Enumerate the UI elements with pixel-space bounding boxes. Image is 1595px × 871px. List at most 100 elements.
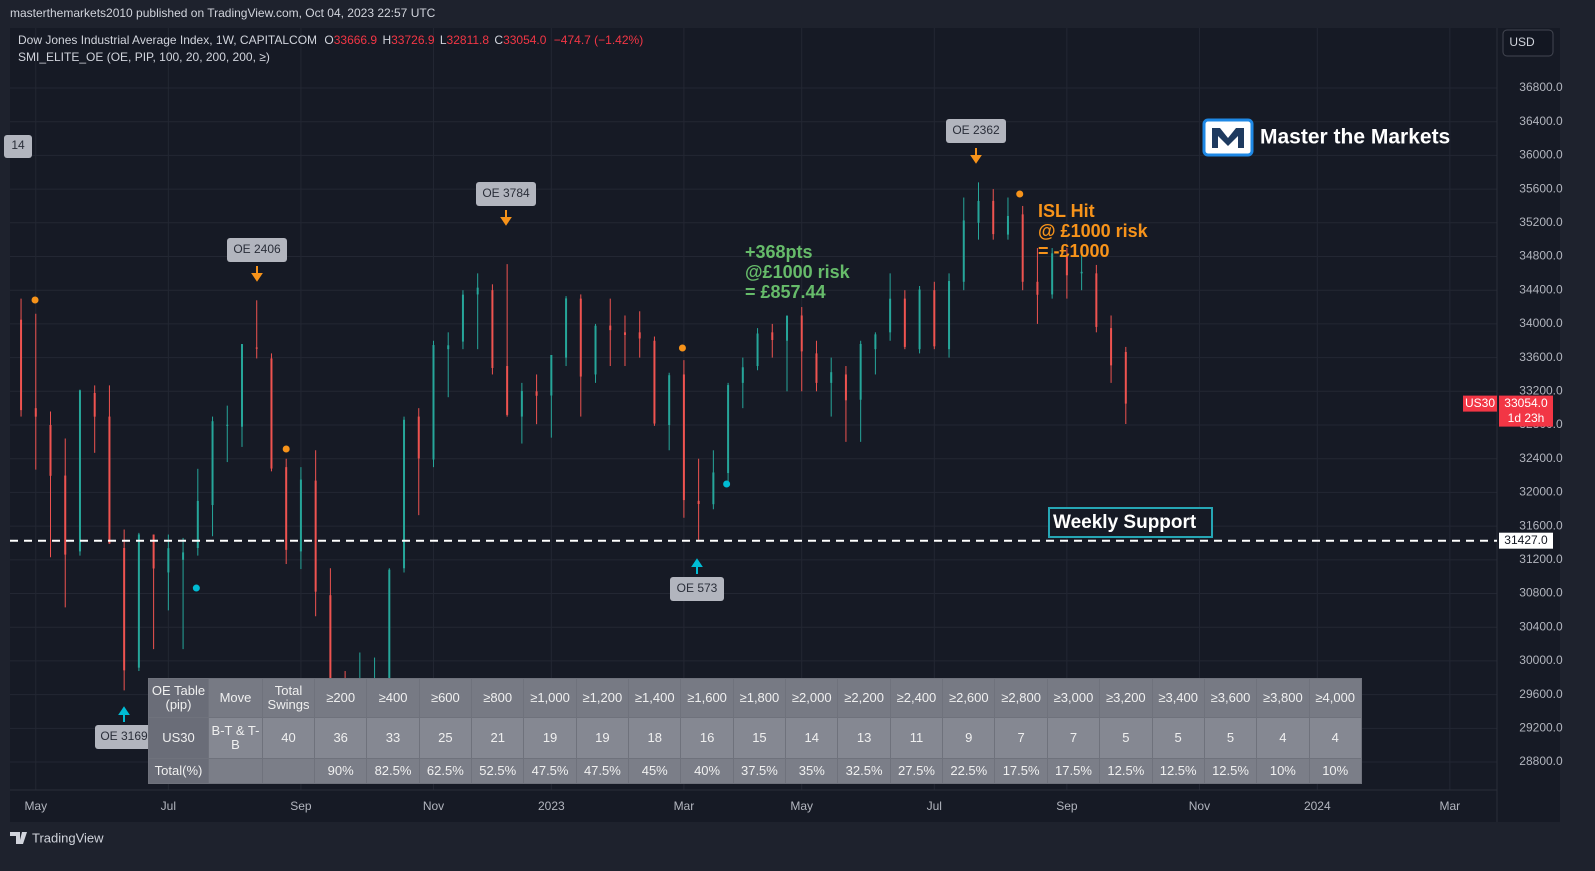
bar-body xyxy=(697,500,700,505)
signal-dot xyxy=(31,296,39,304)
x-tick-label: 2023 xyxy=(538,799,565,813)
x-tick-label: 2024 xyxy=(1304,799,1331,813)
bar-body xyxy=(874,334,877,350)
bar-body xyxy=(727,385,730,474)
table-cell: ≥4,000 xyxy=(1308,678,1362,718)
table-cell: ≥1,600 xyxy=(680,678,734,718)
signal-dot xyxy=(192,584,200,592)
bar-body xyxy=(903,298,906,347)
oe-label: OE 2406 xyxy=(233,242,281,256)
legend-line: Dow Jones Industrial Average Index, 1W, … xyxy=(18,33,643,47)
c-label: C xyxy=(494,33,503,47)
table-cell: ≥3,200 xyxy=(1099,678,1153,718)
table-cell: 16 xyxy=(680,717,734,759)
bar-body xyxy=(285,467,288,550)
bar-body xyxy=(638,332,641,339)
bar-body xyxy=(432,345,435,460)
y-tick-label: 36800.0 xyxy=(1519,80,1563,94)
oe-label-box xyxy=(95,725,153,749)
table-cell: ≥2,400 xyxy=(889,678,944,718)
header-bar xyxy=(0,0,1595,28)
bar-body xyxy=(447,345,450,350)
support-note: Weekly Support xyxy=(1053,512,1197,533)
table-cell: Move xyxy=(208,678,263,718)
x-tick-label: Jul xyxy=(161,799,176,813)
bar-body xyxy=(859,343,862,400)
table-cell: ≥600 xyxy=(418,678,473,718)
bar-body xyxy=(403,419,406,569)
x-tick-label: Sep xyxy=(290,799,312,813)
table-cell xyxy=(262,758,315,784)
currency-button[interactable] xyxy=(1502,29,1554,57)
signal-dot xyxy=(282,445,290,453)
y-tick-label: 32000.0 xyxy=(1519,485,1563,499)
table-cell: 40% xyxy=(680,758,734,784)
note-line: @ £1000 risk xyxy=(1038,221,1149,241)
indicator-legend: SMI_ELITE_OE (OE, PIP, 100, 20, 200, 200… xyxy=(18,50,270,64)
x-tick-label: May xyxy=(24,799,47,813)
table-cell: 47.5% xyxy=(523,758,577,784)
y-tick-label: 31600.0 xyxy=(1519,518,1563,532)
bar-body xyxy=(476,287,479,295)
oe-label: OE 2362 xyxy=(952,123,1000,137)
y-tick-label: 30000.0 xyxy=(1519,653,1563,667)
table-cell: 90% xyxy=(313,758,368,784)
bar-body xyxy=(992,200,995,235)
bar-body xyxy=(167,548,170,573)
oe-label-box xyxy=(476,182,536,206)
bar-body xyxy=(918,289,921,350)
oe-label-group: 14 OE 2406 OE 3784 OE 2362 OE 573 OE 316… xyxy=(4,119,1006,749)
trade-win-note: +368pts @£1000 risk = £857.44 xyxy=(745,242,851,302)
logo-text: Master the Markets xyxy=(1260,126,1450,149)
bar-body xyxy=(565,298,568,358)
y-tick-label: 30800.0 xyxy=(1519,586,1563,600)
y-tick-label: 33600.0 xyxy=(1519,350,1563,364)
oe-arrow-down xyxy=(251,266,263,282)
bar-body xyxy=(653,340,656,424)
bar-body xyxy=(977,200,980,223)
table-cell: 9 xyxy=(942,717,996,759)
table-cell: Total(%) xyxy=(148,758,209,784)
oe-label: OE 573 xyxy=(677,581,718,595)
footer-bar xyxy=(0,822,1595,871)
bar-body xyxy=(314,480,317,592)
table-cell: ≥1,200 xyxy=(575,678,630,718)
symbol-box xyxy=(1463,395,1497,412)
h-value: 33726.9 xyxy=(391,33,435,47)
bar-body xyxy=(417,416,420,459)
symbol: Dow Jones Industrial Average Index, 1W, … xyxy=(18,33,317,47)
table-row: US30 B-T & T-B 40 36 33 25 21 19 19 18 16 15 14 13 11 9… xyxy=(148,717,1362,759)
y-tick-label: 32400.0 xyxy=(1519,451,1563,465)
bar-body xyxy=(240,344,243,427)
bar-body xyxy=(682,374,685,501)
table-cell: Total Swings xyxy=(262,678,315,718)
table-cell: 15 xyxy=(732,717,787,759)
table-cell: 13 xyxy=(837,717,891,759)
bar-body xyxy=(550,354,553,396)
table-cell: 40 xyxy=(262,717,315,759)
bar-body xyxy=(270,358,273,469)
symbol-tag: US30 xyxy=(1465,396,1495,410)
bar-body xyxy=(34,408,37,417)
table-cell: 5 xyxy=(1099,717,1153,759)
table-cell: 7 xyxy=(994,717,1048,759)
table-cell: ≥2,600 xyxy=(942,678,996,718)
y-tick-label: 34400.0 xyxy=(1519,282,1563,296)
bar-body xyxy=(844,374,847,401)
table-cell: 11 xyxy=(889,717,944,759)
logo-icon xyxy=(1202,118,1254,157)
table-cell: B-T & T-B xyxy=(208,717,263,759)
currency[interactable]: USD xyxy=(1509,35,1535,49)
bar-body xyxy=(137,534,140,668)
bar-body xyxy=(49,425,52,476)
table-cell: 82.5% xyxy=(366,758,420,784)
oe-label: OE 3784 xyxy=(482,186,530,200)
bar-body xyxy=(123,548,126,671)
x-tick-label: Sep xyxy=(1056,799,1078,813)
table-cell: 12.5% xyxy=(1099,758,1153,784)
table-row: Total(%) 90% 82.5% 62.5% 52.5% 47.5% 47.5% 45% 4… xyxy=(148,758,1362,784)
countdown: 1d 23h xyxy=(1508,411,1545,425)
oe-arrow-up xyxy=(118,706,130,722)
y-tick-label: 35200.0 xyxy=(1519,215,1563,229)
x-tick-label: Nov xyxy=(423,799,444,813)
